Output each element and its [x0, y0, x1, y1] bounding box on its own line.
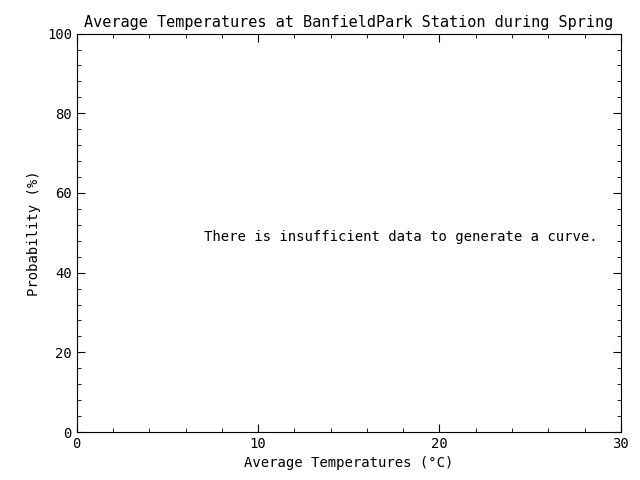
Text: There is insufficient data to generate a curve.: There is insufficient data to generate a…: [204, 230, 597, 244]
X-axis label: Average Temperatures (°C): Average Temperatures (°C): [244, 456, 454, 470]
Y-axis label: Probability (%): Probability (%): [28, 170, 41, 296]
Title: Average Temperatures at BanfieldPark Station during Spring: Average Temperatures at BanfieldPark Sta…: [84, 15, 613, 30]
